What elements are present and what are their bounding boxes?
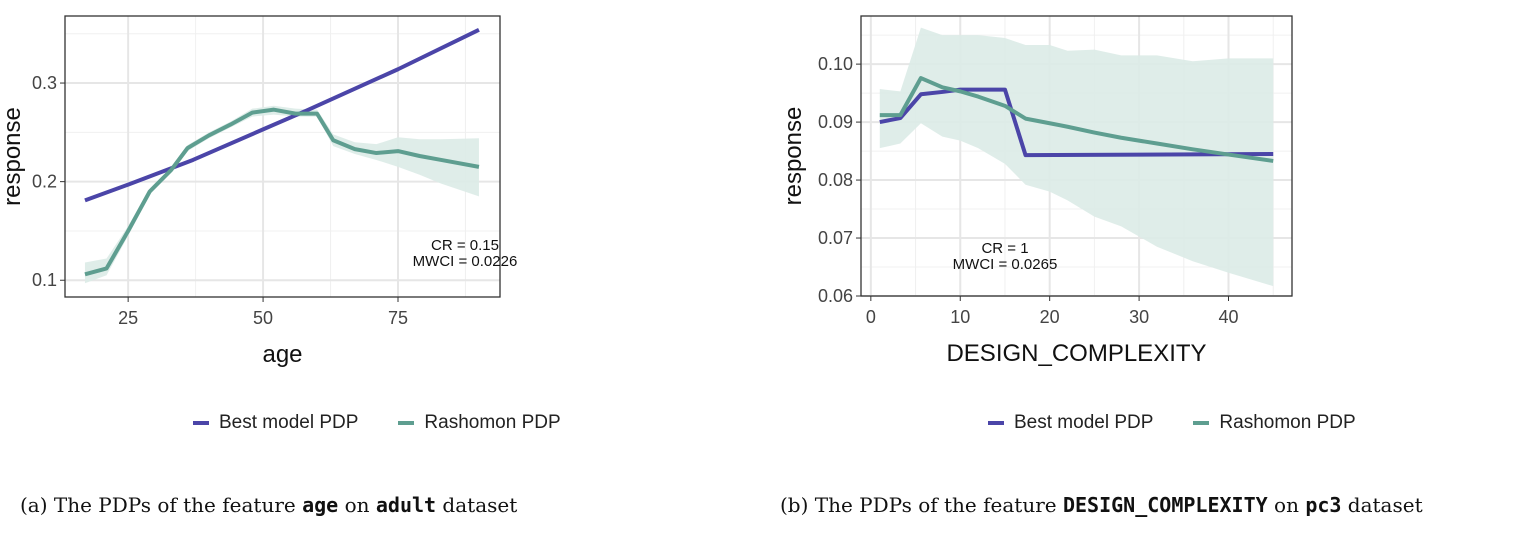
legend-item-rashomon: Rashomon PDP: [398, 412, 561, 434]
caption-feature: DESIGN_COMPLEXITY: [1062, 493, 1268, 517]
legend-swatch-best: [193, 421, 209, 425]
legend-swatch-rashomon: [398, 421, 415, 425]
caption-text: dataset: [436, 493, 518, 517]
legend-a: Best model PDP Rashomon PDP: [193, 412, 561, 434]
x-tick-label: 0: [866, 307, 876, 327]
legend-swatch-rashomon: [1193, 421, 1210, 425]
y-axis-label: response: [780, 107, 807, 206]
y-tick-label: 0.07: [818, 228, 853, 248]
annotation-text: CR = 0.15: [431, 237, 499, 254]
caption-a: (a) The PDPs of the feature age on adult…: [20, 490, 517, 520]
y-tick-label: 0.2: [32, 172, 57, 192]
x-tick-label: 20: [1040, 307, 1060, 327]
legend-label-rashomon: Rashomon PDP: [1219, 412, 1356, 433]
legend-label-best: Best model PDP: [1014, 412, 1154, 433]
rashomon-pdp-line: [879, 76, 1274, 163]
chart-a: 25 50 75 0.1 0.2 0.3 age response CR = 0.15MWCI …: [0, 15, 518, 368]
x-axis-label: DESIGN_COMPLEXITY: [946, 340, 1206, 367]
caption-text: (b) The PDPs of the feature: [780, 493, 1063, 517]
caption-dataset: pc3: [1305, 493, 1342, 517]
y-tick-label: 0.3: [32, 73, 57, 93]
annotation-text: CR = 1: [981, 240, 1028, 257]
annotation-text: MWCI = 0.0226: [413, 253, 518, 270]
chart-b: 0 10 20 30 40 0.06 0.07 0.08 0.09 0.10 DESIGN_COMP…: [780, 15, 1293, 367]
y-tick-label: 0.09: [818, 112, 853, 132]
x-tick-label: 25: [118, 308, 138, 328]
y-tick-label: 0.1: [32, 270, 57, 290]
plot-border: [860, 15, 1293, 297]
y-tick-label: 0.06: [818, 286, 853, 306]
annotation-text: MWCI = 0.0265: [953, 256, 1058, 273]
x-tick-label: 40: [1218, 307, 1238, 327]
best-model-pdp-line: [84, 28, 480, 203]
rashomon-band: [84, 105, 479, 284]
caption-text: dataset: [1341, 493, 1423, 517]
x-tick-label: 50: [253, 308, 273, 328]
caption-text: on: [338, 493, 376, 517]
caption-b: (b) The PDPs of the feature DESIGN_COMPL…: [780, 490, 1530, 520]
caption-dataset: adult: [375, 493, 437, 517]
rashomon-pdp-line: [84, 107, 480, 277]
x-axis-label: age: [262, 341, 302, 368]
legend-label-rashomon: Rashomon PDP: [424, 412, 561, 433]
legend-item-best: Best model PDP: [193, 412, 358, 434]
y-axis-label: response: [0, 107, 26, 206]
y-tick-label: 0.10: [818, 54, 853, 74]
x-tick-label: 75: [388, 308, 408, 328]
legend-label-best: Best model PDP: [219, 412, 359, 433]
legend-swatch-best: [988, 421, 1004, 425]
x-tick-label: 10: [950, 307, 970, 327]
legend-b: Best model PDP Rashomon PDP: [988, 412, 1356, 434]
caption-feature: age: [302, 493, 339, 517]
caption-text: on: [1267, 493, 1306, 517]
legend-item-best: Best model PDP: [988, 412, 1153, 434]
legend-item-rashomon: Rashomon PDP: [1193, 412, 1356, 434]
x-tick-label: 30: [1129, 307, 1149, 327]
caption-text: (a) The PDPs of the feature: [20, 493, 303, 517]
y-tick-label: 0.08: [818, 170, 853, 190]
plot-border: [64, 15, 501, 298]
